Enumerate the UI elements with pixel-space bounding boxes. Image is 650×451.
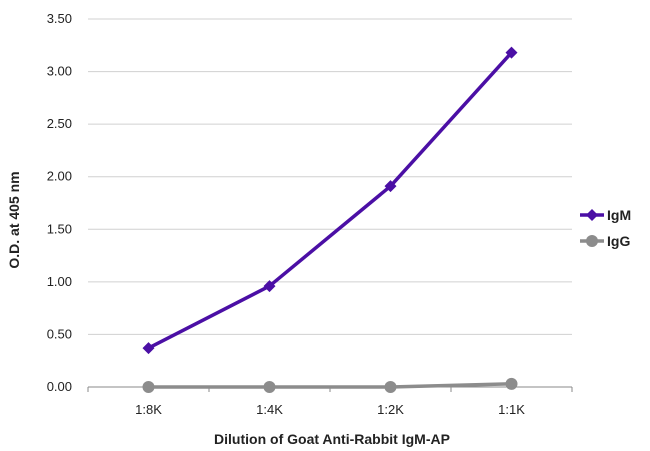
series-line-igg — [146, 382, 514, 389]
x-tick-label: 1:4K — [256, 402, 283, 417]
legend: IgM IgG — [580, 207, 631, 249]
y-axis-ticks: 0.00 0.50 1.00 1.50 2.00 2.50 3.00 3.50 — [47, 11, 72, 394]
x-axis-title: Dilution of Goat Anti-Rabbit IgM-AP — [214, 431, 450, 447]
series-line-igm — [146, 50, 514, 350]
y-tick-label: 0.00 — [47, 379, 72, 394]
series-igg — [142, 377, 518, 393]
x-axis-ticks: 1:8K 1:4K 1:2K 1:1K — [87, 387, 573, 417]
data-point-igm — [384, 180, 397, 193]
legend-marker-igg — [586, 235, 598, 247]
y-tick-label: 1.00 — [47, 274, 72, 289]
x-tick-label: 1:8K — [135, 402, 162, 417]
data-point-igg — [505, 377, 518, 390]
y-tick-label: 0.50 — [47, 326, 72, 341]
y-tick-label: 2.50 — [47, 116, 72, 131]
y-tick-label: 2.00 — [47, 169, 72, 184]
data-point-igg — [142, 381, 155, 393]
data-point-igm — [263, 280, 276, 293]
gridlines — [88, 18, 572, 388]
legend-marker-igm — [586, 209, 598, 221]
data-point-igm — [142, 342, 155, 355]
legend-label: IgM — [607, 207, 631, 223]
legend-item-igm: IgM — [580, 207, 631, 223]
data-point-igg — [263, 381, 276, 393]
series-igm — [142, 46, 518, 355]
y-tick-label: 3.00 — [47, 64, 72, 79]
data-point-igg — [384, 381, 397, 393]
data-point-igm — [505, 46, 518, 59]
legend-item-igg: IgG — [580, 233, 630, 249]
x-tick-label: 1:2K — [377, 402, 404, 417]
y-axis-title: O.D. at 405 nm — [6, 171, 22, 268]
legend-label: IgG — [607, 233, 630, 249]
y-tick-label: 1.50 — [47, 221, 72, 236]
y-tick-label: 3.50 — [47, 11, 72, 26]
x-tick-label: 1:1K — [498, 402, 525, 417]
series-group — [142, 46, 518, 393]
